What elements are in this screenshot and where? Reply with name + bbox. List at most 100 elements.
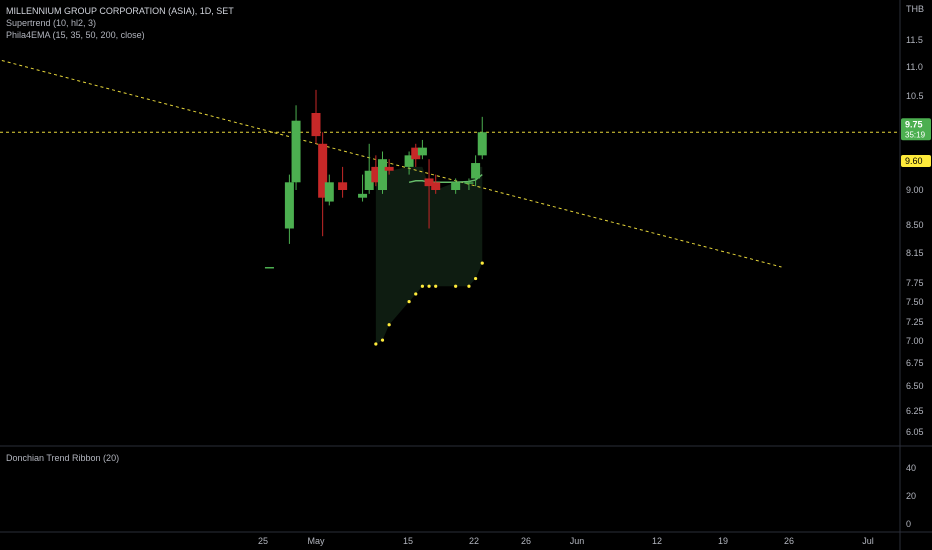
candle-body [291, 120, 301, 183]
candle[interactable] [424, 159, 434, 229]
candle-body [464, 182, 474, 184]
lower-tick-label: 20 [906, 491, 916, 501]
supertrend-value: 9.60 [905, 156, 923, 166]
candle[interactable] [264, 267, 274, 269]
candle-body [451, 182, 461, 190]
time-tick-label: Jul [862, 536, 874, 546]
price-tick-label: 6.50 [906, 381, 924, 391]
candle[interactable] [451, 178, 461, 194]
lower-pane-axis: 40 20 0 [906, 463, 916, 529]
supertrend-dot [434, 284, 438, 288]
price-tick-label: 7.75 [906, 278, 924, 288]
candle[interactable] [291, 105, 301, 190]
candle-body [384, 166, 394, 171]
time-tick-label: 12 [652, 536, 662, 546]
candle[interactable] [384, 159, 394, 175]
indicator-supertrend-label[interactable]: Supertrend (10, hl2, 3) [6, 18, 97, 28]
bar-countdown: 35:19 [905, 130, 926, 139]
lower-tick-label: 0 [906, 519, 911, 529]
price-tick-label: 8.15 [906, 248, 924, 258]
lower-tick-label: 40 [906, 463, 916, 473]
price-tick-label: 11.5 [906, 35, 923, 45]
candle[interactable] [284, 174, 294, 244]
supertrend-dot [454, 284, 458, 288]
time-tick-label: 19 [718, 536, 728, 546]
supertrend-dot [380, 338, 385, 342]
candle-body [424, 178, 434, 187]
price-tick-label: 9.00 [906, 185, 924, 195]
donchian-ribbon-label[interactable]: Donchian Trend Ribbon (20) [6, 453, 120, 463]
candle-body [471, 163, 481, 179]
time-tick-label: 22 [469, 536, 479, 546]
price-tick-label: 11.0 [906, 62, 923, 72]
indicator-ema-label[interactable]: Phila4EMA (15, 35, 50, 200, close) [6, 30, 145, 40]
time-tick-label: May [307, 536, 325, 546]
candle-body [338, 182, 348, 190]
price-tick-label: 7.00 [906, 336, 924, 346]
candle[interactable] [411, 143, 421, 167]
last-price-value: 9.75 [905, 119, 923, 129]
candle-body [378, 159, 387, 190]
supertrend-badge [901, 155, 931, 167]
price-tick-label: 8.50 [906, 220, 924, 230]
time-tick-label: Jun [570, 536, 585, 546]
supertrend-fill [375, 166, 483, 344]
supertrend-dot [387, 323, 391, 327]
candle-body [411, 147, 421, 160]
supertrend-dot [480, 261, 484, 265]
supertrend-dot [374, 342, 378, 346]
candle-body [417, 147, 427, 156]
downtrend-line[interactable] [0, 0, 782, 268]
candles-layer[interactable] [264, 89, 487, 269]
supertrend-dot [474, 276, 478, 281]
price-axis[interactable]: 11.511.010.510.009.008.508.157.757.507.2… [901, 4, 931, 437]
candle-body [324, 182, 334, 202]
candle[interactable] [464, 178, 474, 190]
price-tick-label: 7.25 [906, 317, 924, 327]
candle[interactable] [364, 143, 374, 194]
candle-body [477, 132, 487, 156]
candle[interactable] [404, 151, 414, 175]
candle-body [284, 182, 294, 229]
supertrend-fill-layer [375, 166, 483, 344]
price-tick-label: 7.50 [906, 297, 924, 307]
supertrend-dot [407, 300, 411, 304]
candle[interactable] [417, 139, 427, 160]
supertrend-dot [467, 284, 471, 288]
supertrend-dots-layer [374, 261, 484, 346]
candle[interactable] [324, 174, 334, 206]
candle-body [431, 182, 441, 190]
candle-body [371, 166, 381, 183]
candle[interactable] [431, 174, 441, 194]
supertrend-dot [414, 292, 418, 296]
price-tick-label: 6.05 [906, 427, 924, 437]
last-price-badge [901, 118, 931, 141]
candle[interactable] [318, 132, 328, 237]
candle-body [318, 143, 328, 198]
candle-body [364, 170, 374, 190]
symbol-title[interactable]: MILLENNIUM GROUP CORPORATION (ASIA), 1D,… [6, 6, 234, 16]
candle[interactable] [371, 155, 381, 187]
candle-body [358, 193, 368, 198]
supertrend-dot [420, 284, 424, 288]
currency-label[interactable]: THB [906, 4, 924, 14]
candle[interactable] [477, 116, 487, 160]
time-tick-label: 26 [521, 536, 531, 546]
candle[interactable] [311, 89, 321, 144]
price-tick-label: 10.5 [906, 91, 924, 101]
candle[interactable] [378, 151, 387, 194]
candle-body [264, 267, 274, 269]
price-tick-label: 6.75 [906, 358, 924, 368]
candle[interactable] [471, 155, 481, 187]
time-tick-label: 25 [258, 536, 268, 546]
candle-body [404, 155, 414, 167]
time-tick-label: 26 [784, 536, 794, 546]
candle-body [311, 113, 321, 137]
price-tick-label: 6.25 [906, 406, 924, 416]
candle[interactable] [338, 166, 348, 198]
candle[interactable] [358, 174, 368, 202]
time-tick-label: 15 [403, 536, 413, 546]
time-axis[interactable]: 25 May 15 22 26 Jun 12 19 26 Jul [258, 536, 874, 546]
